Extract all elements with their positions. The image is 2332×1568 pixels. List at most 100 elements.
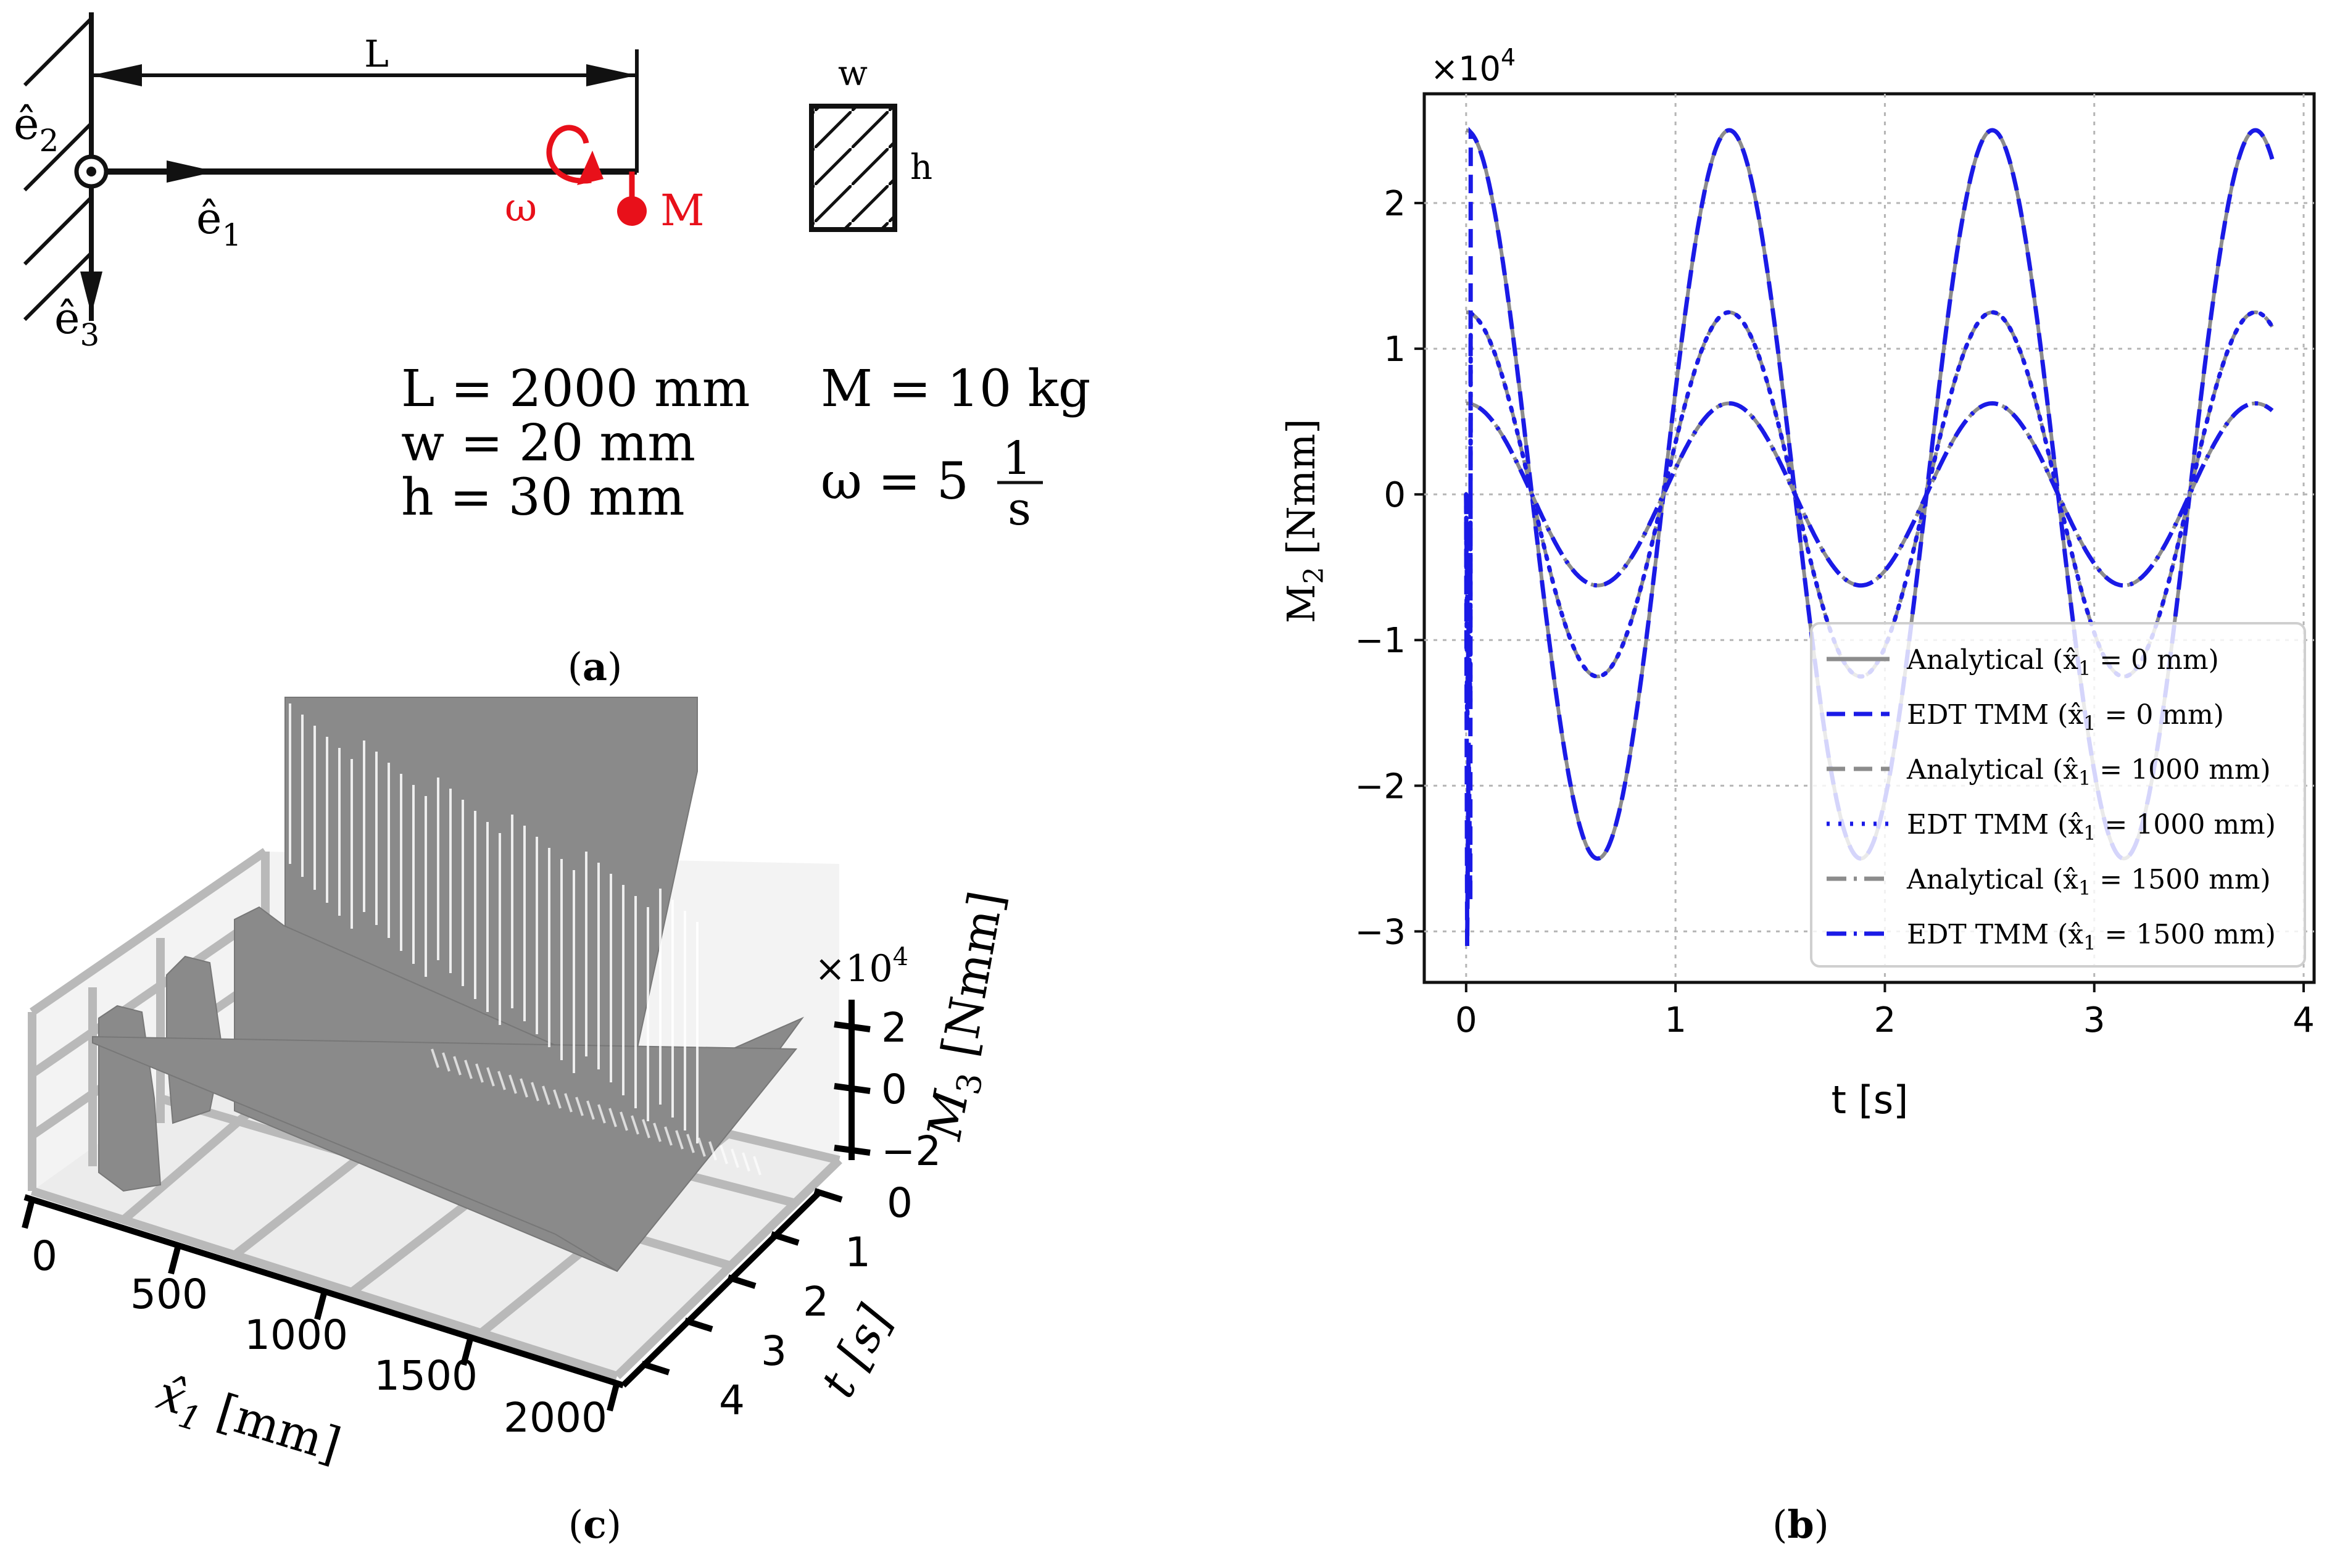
param-mass: M = 10 kg <box>821 360 1090 418</box>
z-tick-label: 0 <box>881 1066 907 1113</box>
legend-entry: Analytical (x̂1 = 0 mm) <box>1906 644 2219 680</box>
y-tick-label: 1 <box>845 1229 871 1276</box>
y-tick-label: 1 <box>1384 330 1406 370</box>
omega-label: ω <box>505 185 537 231</box>
z-tick-label: 2 <box>881 1004 907 1052</box>
x-tick-label: 1000 <box>244 1311 348 1359</box>
param-omega-denominator: s <box>1008 483 1031 536</box>
chart-m2-vs-time: 0 1 2 3 4 −3 −2 −1 0 1 2 ×104 t [s] M2 [Nmm] Analy… <box>1279 44 2316 1122</box>
x-axis-label: t [s] <box>1832 1077 1909 1122</box>
mesh-line <box>542 1085 550 1105</box>
legend-entry: EDT TMM (x̂1 = 0 mm) <box>1907 699 2224 735</box>
x-tick-label: 2 <box>1874 1000 1896 1040</box>
mesh-line <box>631 1115 639 1135</box>
axis-e2-label: ê2 <box>14 99 59 159</box>
rotation-arrowhead <box>577 151 604 185</box>
mesh-line <box>564 1093 573 1113</box>
y-tick-label: 2 <box>1384 184 1406 224</box>
y-tick-label: −1 <box>1355 621 1406 661</box>
z-tick <box>834 1145 871 1156</box>
z-tick <box>834 1083 871 1094</box>
param-omega-numerator: 1 <box>1002 432 1031 485</box>
panel-c-label: (c) <box>568 1502 621 1547</box>
width-label: w <box>838 54 868 94</box>
y-tick-label: −3 <box>1355 912 1406 952</box>
y-axis-label: M2 [Nmm] <box>1279 419 1330 623</box>
mesh-line <box>642 1119 650 1139</box>
x-tick <box>607 1381 620 1412</box>
x-tick-label: 4 <box>2293 1000 2315 1040</box>
z-multiplier: ×104 <box>815 943 908 990</box>
mesh-line <box>486 1067 495 1087</box>
y-tick-label: 3 <box>761 1327 787 1375</box>
e1-arrowhead <box>167 160 216 183</box>
y-tick-label: −2 <box>1355 766 1406 807</box>
mesh-line <box>664 1126 673 1146</box>
surface-mesh-lines <box>289 703 761 1176</box>
x-tick-label: 500 <box>130 1271 208 1318</box>
e3-arrowhead <box>80 272 102 315</box>
dimension-arrow-right <box>586 64 637 86</box>
x-tick <box>22 1198 35 1229</box>
mesh-line <box>742 1152 750 1172</box>
mesh-line <box>708 1141 717 1161</box>
x-tick-label: 1 <box>1664 1000 1687 1040</box>
legend: Analytical (x̂1 = 0 mm) EDT TMM (x̂1 = 0 … <box>1810 622 2306 968</box>
mesh-line <box>508 1074 517 1094</box>
beam-schematic: L ê1 ê2 ê3 ω M w h <box>14 12 932 353</box>
mesh-line <box>442 1052 450 1072</box>
mesh-line <box>531 1082 539 1101</box>
mesh-line <box>520 1078 528 1098</box>
x-tick <box>314 1290 328 1321</box>
mesh-line <box>620 1111 628 1131</box>
mesh-line <box>697 1137 706 1157</box>
y-tick-label: 4 <box>719 1377 745 1424</box>
dimension-arrow-left <box>91 64 142 86</box>
y-tick <box>813 1188 843 1203</box>
mesh-line <box>453 1056 462 1076</box>
z-tick-label: −2 <box>881 1127 941 1175</box>
panel-a-label: (a) <box>568 644 623 689</box>
length-label: L <box>364 33 389 76</box>
legend-entry: EDT TMM (x̂1 = 1500 mm) <box>1907 919 2276 955</box>
mass-label: M <box>660 185 705 236</box>
mesh-line <box>597 1104 606 1124</box>
point-mass <box>617 196 647 226</box>
x-tick <box>168 1244 181 1275</box>
mesh-line <box>497 1071 506 1090</box>
legend-entry: Analytical (x̂1 = 1000 mm) <box>1906 754 2271 790</box>
x-axis-label: x̂1 [mm] <box>149 1365 347 1480</box>
mesh-line <box>675 1130 684 1150</box>
x-tick-label: 0 <box>31 1232 57 1280</box>
height-label: h <box>910 147 932 188</box>
y-tick <box>727 1274 757 1289</box>
wall-hatching <box>23 17 93 321</box>
y-tick-label: 0 <box>887 1179 913 1227</box>
param-height: h = 30 mm <box>401 468 685 527</box>
x-tick-label: 3 <box>2083 1000 2106 1040</box>
rotation-arrow-icon <box>546 125 592 184</box>
x-tick-label: 1500 <box>374 1352 478 1400</box>
mesh-line <box>586 1100 595 1120</box>
y-tick <box>770 1231 800 1246</box>
z-tick <box>834 1021 871 1032</box>
y-tick-label: 2 <box>803 1278 829 1325</box>
mesh-line <box>431 1048 439 1068</box>
mesh-line <box>686 1134 695 1153</box>
param-omega: ω = 5 <box>821 452 969 511</box>
mesh-line <box>720 1145 728 1164</box>
mesh-line <box>575 1097 584 1116</box>
cross-section <box>809 104 897 232</box>
mesh-line <box>553 1089 562 1109</box>
y-tick-label: 0 <box>1384 475 1406 515</box>
floor-pane <box>32 1024 839 1376</box>
param-width: w = 20 mm <box>401 414 695 473</box>
mesh-line <box>653 1122 662 1142</box>
mesh-line <box>475 1063 484 1083</box>
y-tick <box>684 1317 713 1332</box>
mesh-line <box>464 1060 473 1079</box>
legend-box <box>1810 622 2306 968</box>
mesh-line <box>731 1148 739 1168</box>
